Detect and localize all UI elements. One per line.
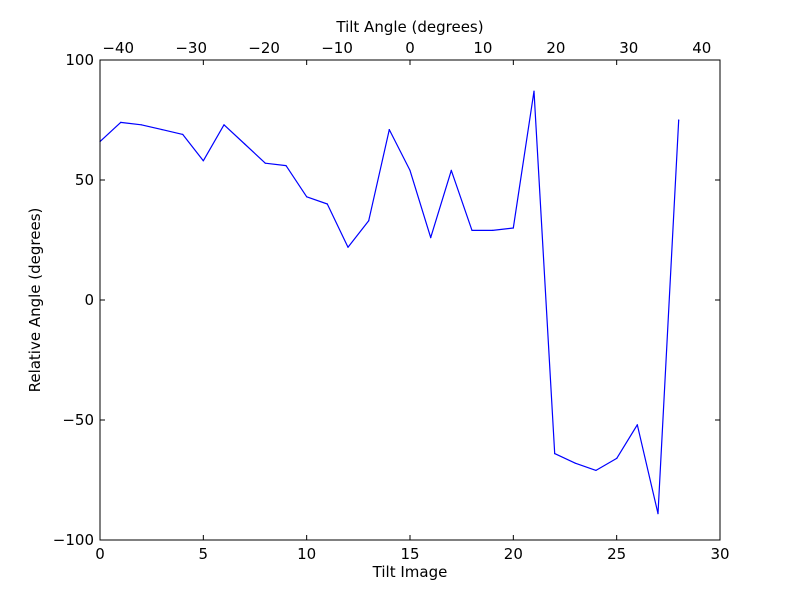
data-point (368, 220, 370, 222)
y-tick-label: −100 (53, 531, 94, 549)
data-point (533, 90, 535, 92)
top-tick-label: 0 (405, 39, 415, 57)
top-axis-label: Tilt Angle (degrees) (335, 18, 483, 36)
data-point (492, 229, 494, 231)
top-tick-label: −10 (321, 39, 353, 57)
top-tick-label: −20 (248, 39, 280, 57)
data-point (244, 143, 246, 145)
y-tick-label: 0 (84, 291, 94, 309)
y-tick-label: −50 (62, 411, 94, 429)
top-tick-label: 10 (473, 39, 492, 57)
data-point (161, 129, 163, 131)
top-tick-label: 30 (619, 39, 638, 57)
data-point (347, 246, 349, 248)
data-point (264, 162, 266, 164)
data-point (285, 165, 287, 167)
data-point (409, 169, 411, 171)
data-point (450, 169, 452, 171)
y-tick-label: 50 (75, 171, 94, 189)
bottom-axis-ticks: 0 5 10 15 20 25 30 (95, 60, 730, 563)
top-tick-label: 40 (692, 39, 711, 57)
top-tick-label: −30 (175, 39, 207, 57)
top-axis-ticks: −40 −30 −20 −10 0 10 20 30 40 (102, 39, 711, 57)
data-point (636, 424, 638, 426)
top-tick-label: −40 (102, 39, 134, 57)
x-tick-label: 25 (607, 545, 626, 563)
x-tick-label: 0 (95, 545, 105, 563)
data-point (388, 129, 390, 131)
data-point (678, 119, 680, 121)
data-point (140, 124, 142, 126)
x-tick-label: 15 (400, 545, 419, 563)
data-point (471, 229, 473, 231)
top-tick-label: 20 (546, 39, 565, 57)
data-point (554, 453, 556, 455)
data-point (657, 513, 659, 515)
x-tick-label: 30 (710, 545, 729, 563)
data-point (223, 124, 225, 126)
x-axis-label: Tilt Image (372, 563, 448, 581)
x-tick-label: 20 (504, 545, 523, 563)
data-point (616, 457, 618, 459)
y-tick-label: 100 (65, 51, 94, 69)
data-point (120, 121, 122, 123)
plot-frame (99, 59, 721, 541)
data-point (595, 469, 597, 471)
data-point (182, 133, 184, 135)
plot-series (99, 90, 680, 515)
data-point (430, 237, 432, 239)
series-line-0 (99, 90, 680, 515)
data-point (326, 203, 328, 205)
x-tick-label: 10 (297, 545, 316, 563)
data-point (306, 196, 308, 198)
data-point (202, 160, 204, 162)
data-point (574, 462, 576, 464)
data-point (512, 227, 514, 229)
x-tick-label: 5 (199, 545, 209, 563)
left-axis-ticks: −100 −50 0 50 100 (53, 51, 720, 549)
y-axis-label: Relative Angle (degrees) (26, 208, 44, 393)
